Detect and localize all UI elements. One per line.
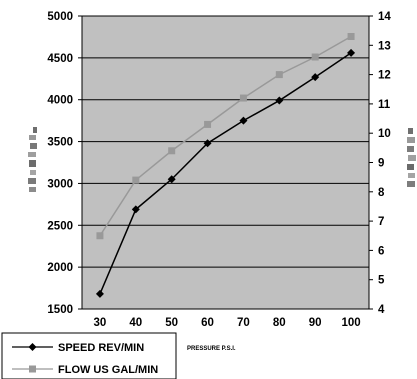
data-point [203,139,212,148]
x-tick-labels: 30 40 50 60 70 80 90 100 [94,317,361,329]
y-right-tick-label: 8 [378,187,385,199]
data-point [347,33,355,41]
x-tick-label: 80 [273,317,286,329]
y-right-tick-label: 6 [378,245,384,257]
data-point [347,48,356,57]
data-point [275,96,284,105]
y-right-tick-label: 9 [378,158,384,170]
x-tick-label: 100 [341,317,360,329]
series-line [99,52,352,295]
x-tick-label: 50 [165,317,178,329]
legend-label-flow: FLOW US GAL/MIN [58,364,158,376]
plot-area [82,16,369,309]
y-right-tick-label: 5 [378,275,385,287]
y-right-tick-label: 14 [378,11,391,23]
y-left-tick-label: 2000 [47,262,73,274]
x-tick-label: 30 [94,317,107,329]
data-point [204,120,212,128]
y-left-tick-label: 3500 [47,137,73,149]
y-right-tick-label: 4 [378,304,385,316]
x-tick-label: 90 [309,317,322,329]
y-right-tick-label: 10 [378,128,391,140]
data-point [96,232,104,240]
y-right-tick-label: 12 [378,70,391,82]
left-axis-title-blurred [28,127,37,192]
series-layer [95,33,356,298]
y-left-tick-label: 4500 [47,53,73,65]
data-point [311,53,319,61]
data-point [168,147,176,155]
right-axis-title-blurred [407,128,416,187]
y-right-tick-label: 7 [378,216,384,228]
legend-label-speed: SPEED REV/MIN [58,342,144,354]
y-left-tick-label: 2500 [47,220,73,232]
x-tick-label: 70 [237,317,250,329]
y-left-tick-label: 5000 [47,11,73,23]
series-line [99,35,352,237]
legend: SPEED REV/MIN FLOW US GAL/MIN [1,332,177,379]
data-point [132,176,140,184]
x-tick-label: 40 [129,317,142,329]
data-point [275,71,283,79]
data-point [311,73,320,82]
y-right-tick-label: 11 [378,99,391,111]
right-tick-labels: 4 5 6 7 8 9 10 11 12 13 14 [369,11,391,316]
data-point [95,289,104,298]
x-axis-label: PRESSURE P.S.I. [187,346,236,352]
x-tick-label: 60 [201,317,214,329]
data-point [239,94,247,102]
left-tick-labels: 1500 2000 2500 3000 3500 4000 4500 5000 [47,11,82,316]
legend-marker-flow [29,365,36,373]
data-point [131,205,140,214]
y-left-tick-label: 4000 [47,95,73,107]
y-left-tick-label: 3000 [47,178,73,190]
data-point [167,175,176,184]
y-right-tick-label: 13 [378,40,391,52]
data-point [239,116,248,125]
y-left-tick-label: 1500 [47,304,73,316]
legend-marker-speed [28,343,37,351]
